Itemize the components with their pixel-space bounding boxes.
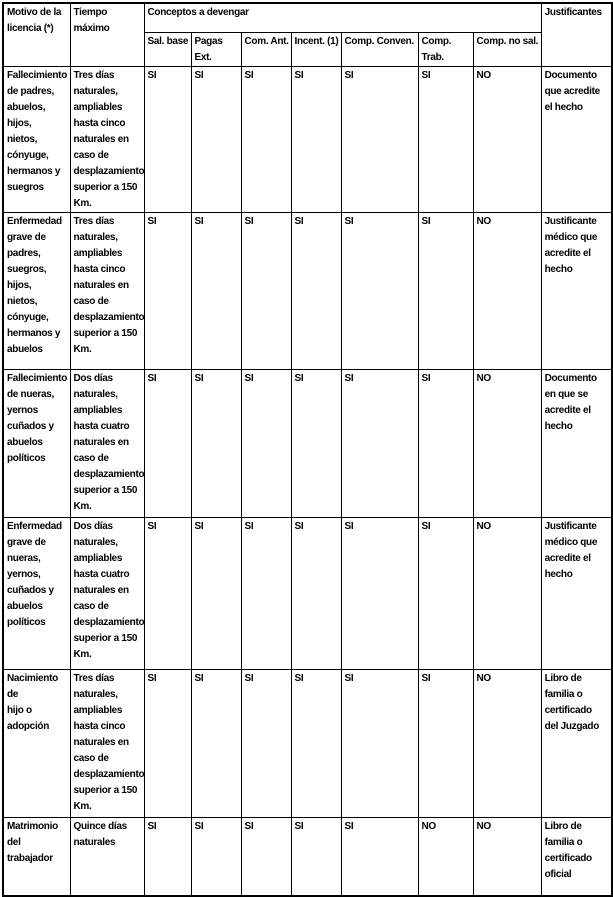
cell-motivo: Fallecimiento de nueras, yernos cuñados …: [2, 368, 71, 518]
cell-valor: NO: [472, 816, 542, 897]
cell-tiempo: Tres días naturales, ampliables hasta ci…: [69, 65, 145, 213]
cell-valor: SI: [290, 211, 342, 370]
cell-valor: SI: [417, 668, 474, 818]
subheader-comp-conven: Comp. Conven.: [340, 31, 419, 67]
cell-valor: SI: [290, 816, 342, 897]
cell-valor: SI: [340, 668, 419, 818]
cell-justificante: Libro de familia o certificado del Juzga…: [540, 668, 613, 818]
cell-valor: NO: [472, 668, 542, 818]
cell-tiempo: Dos días naturales, ampliables hasta cua…: [69, 516, 145, 670]
table-row: Fallecimiento de padres, abuelos, hijos,…: [2, 65, 613, 213]
subheader-pagas-ext: Pagas Ext.: [190, 31, 242, 67]
cell-valor: SI: [290, 368, 342, 518]
cell-valor: SI: [143, 816, 192, 897]
header-conceptos: Conceptos a devengar: [143, 2, 542, 33]
cell-valor: SI: [340, 816, 419, 897]
cell-valor: SI: [143, 668, 192, 818]
cell-valor: SI: [190, 368, 242, 518]
subheader-comp-no-sal: Comp. no sal.: [472, 31, 542, 67]
header-row-top: Motivo de la licencia (*) Tiempo máximo …: [2, 2, 613, 67]
cell-valor: SI: [340, 211, 419, 370]
table-row: Matrimonio del trabajador Quince días na…: [2, 816, 613, 897]
cell-motivo: Enfermedad grave de nueras, yernos, cuña…: [2, 516, 71, 670]
table-row: Enfermedad grave de padres, suegros, hij…: [2, 211, 613, 370]
cell-valor: SI: [340, 368, 419, 518]
cell-valor: NO: [472, 516, 542, 670]
table-row: Fallecimiento de nueras, yernos cuñados …: [2, 368, 613, 518]
cell-valor: SI: [417, 211, 474, 370]
subheader-com-ant: Com. Ant.: [240, 31, 292, 67]
cell-valor: SI: [143, 65, 192, 213]
cell-valor: SI: [190, 816, 242, 897]
cell-valor: SI: [190, 516, 242, 670]
cell-justificante: Justificante médico que acredite el hech…: [540, 516, 613, 670]
cell-valor: SI: [417, 516, 474, 670]
header-motivo: Motivo de la licencia (*): [2, 2, 71, 67]
cell-valor: SI: [240, 65, 292, 213]
cell-valor: SI: [190, 65, 242, 213]
cell-tiempo: Tres días naturales, ampliables hasta ci…: [69, 211, 145, 370]
cell-justificante: Justificante médico que acredite el hech…: [540, 211, 613, 370]
cell-valor: SI: [290, 65, 342, 213]
subheader-sal-base: Sal. base: [143, 31, 192, 67]
cell-tiempo: Tres días naturales, ampliables hasta ci…: [69, 668, 145, 818]
cell-motivo: Nacimiento de hijo o adopción: [2, 668, 71, 818]
cell-valor: SI: [190, 668, 242, 818]
cell-valor: SI: [340, 516, 419, 670]
subheader-comp-trab: Comp. Trab.: [417, 31, 474, 67]
header-row-sub: Sal. base Pagas Ext. Com. Ant. Incent. (…: [3, 31, 612, 67]
cell-motivo: Fallecimiento de padres, abuelos, hijos,…: [2, 65, 71, 213]
cell-justificante: Documento que acredite el hecho: [540, 65, 613, 213]
cell-valor: NO: [472, 65, 542, 213]
table-row: Nacimiento de hijo o adopción Tres días …: [2, 668, 613, 818]
cell-justificante: Libro de familia o certificado oficial: [540, 816, 613, 897]
cell-valor: NO: [472, 368, 542, 518]
cell-valor: SI: [240, 668, 292, 818]
cell-valor: NO: [417, 816, 474, 897]
cell-valor: SI: [240, 368, 292, 518]
cell-valor: NO: [472, 211, 542, 370]
cell-tiempo: Quince días naturales: [69, 816, 145, 897]
cell-valor: SI: [290, 516, 342, 670]
table-row: Enfermedad grave de nueras, yernos, cuña…: [2, 516, 613, 670]
cell-valor: SI: [143, 516, 192, 670]
cell-valor: SI: [290, 668, 342, 818]
header-justificantes: Justificantes: [540, 2, 613, 67]
cell-motivo: Matrimonio del trabajador: [2, 816, 71, 897]
cell-valor: SI: [240, 516, 292, 670]
cell-valor: SI: [190, 211, 242, 370]
cell-valor: SI: [143, 368, 192, 518]
cell-valor: SI: [340, 65, 419, 213]
cell-valor: SI: [417, 368, 474, 518]
cell-valor: SI: [240, 211, 292, 370]
cell-justificante: Documento en que se acredite el hecho: [540, 368, 613, 518]
cell-valor: SI: [240, 816, 292, 897]
cell-motivo: Enfermedad grave de padres, suegros, hij…: [2, 211, 71, 370]
cell-tiempo: Dos días naturales, ampliables hasta cua…: [69, 368, 145, 518]
cell-valor: SI: [143, 211, 192, 370]
subheader-incent: Incent. (1): [290, 31, 342, 67]
header-tiempo: Tiempo máximo: [69, 2, 145, 67]
cell-valor: SI: [417, 65, 474, 213]
